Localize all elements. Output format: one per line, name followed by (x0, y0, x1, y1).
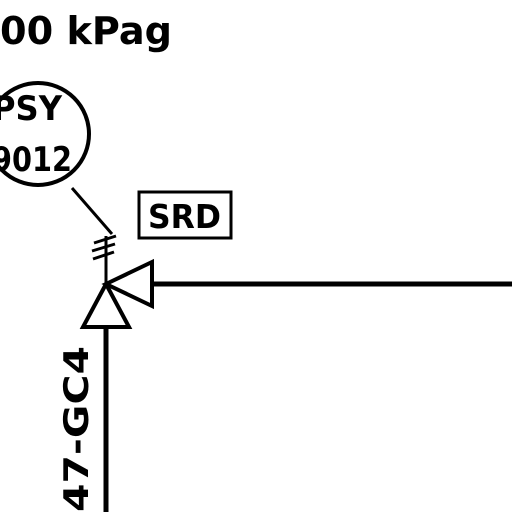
instrument-tag-prefix: PSY (0, 89, 62, 129)
valve-tag-box (137, 190, 233, 240)
pressure-label: 00 kPag (0, 9, 172, 53)
line-label: 47-GC4 (57, 346, 97, 512)
valve-tag-text: SRD (148, 197, 221, 236)
signal-line (70, 187, 114, 235)
instrument-tag-number: 9012 (0, 140, 72, 180)
actuator-spring (91, 234, 117, 261)
instrument-bubble (0, 81, 91, 187)
